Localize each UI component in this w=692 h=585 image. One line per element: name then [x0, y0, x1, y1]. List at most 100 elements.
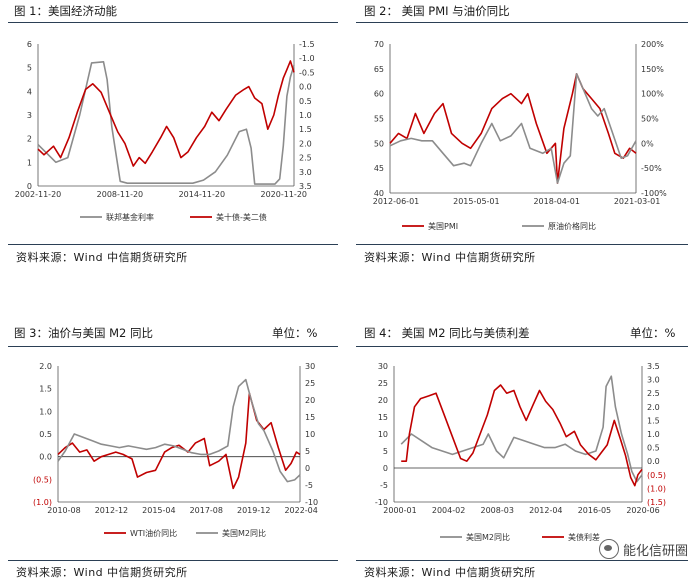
panel-title: 图 3：油价与美国 M2 同比 — [14, 326, 154, 340]
source-rule — [356, 244, 688, 245]
right-tick-label: 15 — [305, 413, 315, 422]
left-tick-label: 0.0 — [39, 453, 52, 462]
right-tick-label: 3.5 — [299, 182, 312, 191]
panel-1: 图 1：美国经济动能 0 1 2 3 4 5 6 -1.5 -1.0 -0.5 0.0 0.5 1.0 1… — [0, 0, 340, 270]
chart-4: -10 -5 0 5 10 15 20 25 30 (1.5) (1.0) (0.5) 0.0 0.5 1.… — [375, 362, 666, 542]
left-tick-label: 5 — [383, 447, 388, 456]
right-tick-label: 3.5 — [647, 362, 660, 371]
chart-2: 40 45 50 55 60 65 70 -100% -50% 0% 50% 100% 150% 200%… — [373, 40, 667, 231]
left-tick-label: 5 — [27, 64, 32, 73]
left-tick-label: 0.5 — [39, 430, 52, 439]
left-tick-label: 1.0 — [39, 407, 52, 416]
panel-2: 图 2： 美国 PMI 与油价同比 40 45 50 55 60 65 70 -100% -50… — [352, 0, 692, 270]
left-tick-label: -10 — [375, 498, 388, 507]
x-tick-label: 2014-11-20 — [179, 190, 226, 199]
x-tick-label: 2015-05-01 — [453, 197, 500, 206]
left-tick-label: 1.5 — [39, 385, 52, 394]
series-line — [389, 73, 637, 184]
legend-label: 联邦基金利率 — [106, 212, 154, 222]
legend-label: WTI油价同比 — [130, 528, 177, 538]
right-tick-label: 0.0 — [299, 83, 312, 92]
right-tick-label: -1.0 — [299, 54, 315, 63]
legend-label: 原油价格同比 — [548, 221, 596, 231]
title-rule — [8, 346, 338, 347]
left-tick-label: 45 — [374, 164, 384, 173]
right-tick-label: 200% — [641, 40, 664, 49]
left-tick-label: (1.0) — [33, 498, 52, 507]
x-tick-label: 2020-06 — [626, 506, 659, 515]
x-tick-label: 2012-06-01 — [373, 197, 420, 206]
x-tick-label: 2012-12 — [95, 506, 128, 515]
legend-label: 美十债-美二债 — [216, 212, 267, 222]
right-tick-label: 0.5 — [647, 444, 660, 453]
left-tick-label: 55 — [374, 115, 384, 124]
left-tick-label: (0.5) — [33, 475, 52, 484]
legend-label: 美国PMI — [428, 221, 458, 231]
chart-1: 0 1 2 3 4 5 6 -1.5 -1.0 -0.5 0.0 0.5 1.0 1.5 2.0 2.5 3.0… — [15, 40, 315, 222]
x-tick-label: 2020-11-20 — [261, 190, 308, 199]
title-rule — [8, 22, 338, 23]
series-line — [401, 384, 643, 487]
watermark: 能化信研圈 — [598, 539, 688, 559]
legend-label: 美债利差 — [568, 532, 600, 542]
legend-label: 美国M2同比 — [466, 532, 510, 542]
source-note: 资料来源：Wind 中信期货研究所 — [364, 566, 536, 579]
title-rule — [356, 346, 688, 347]
right-tick-label: 3.0 — [299, 168, 312, 177]
right-tick-label: 30 — [305, 362, 315, 371]
x-tick-label: 2018-04-01 — [533, 197, 580, 206]
series-line — [37, 60, 295, 167]
series-line — [400, 375, 643, 483]
right-tick-label: 1.0 — [299, 111, 312, 120]
legend-label: 美国M2同比 — [222, 528, 266, 538]
x-tick-label: 2015-04 — [142, 506, 175, 515]
source-rule — [8, 244, 338, 245]
left-tick-label: 30 — [378, 362, 388, 371]
unit-label: 单位：% — [272, 326, 318, 340]
panel-title: 图 1：美国经济动能 — [14, 4, 117, 18]
left-tick-label: 15 — [378, 413, 388, 422]
right-tick-label: 1.5 — [647, 416, 660, 425]
x-tick-label: 2010-08 — [47, 506, 80, 515]
panel-3: 图 3：油价与美国 M2 同比 单位：% (1.0) (0.5) 0.0 0.5 1.0… — [0, 318, 340, 585]
right-tick-label: 50% — [641, 115, 659, 124]
x-tick-label: 2008-03 — [480, 506, 513, 515]
right-tick-label: 0 — [305, 464, 310, 473]
right-tick-label: 150% — [641, 65, 664, 74]
watermark-text: 能化信研圈 — [622, 543, 688, 559]
left-tick-label: 70 — [374, 40, 384, 49]
panel-title: 图 2： 美国 PMI 与油价同比 — [364, 4, 510, 18]
left-tick-label: 50 — [374, 139, 384, 148]
right-tick-label: (1.5) — [647, 498, 666, 507]
right-tick-label: 0% — [641, 139, 654, 148]
right-tick-label: 2.5 — [299, 154, 312, 163]
right-tick-label: 20 — [305, 396, 315, 405]
source-note: 资料来源：Wind 中信期货研究所 — [16, 251, 188, 264]
title-rule — [356, 22, 688, 23]
series-line — [389, 73, 637, 184]
chart-3: (1.0) (0.5) 0.0 0.5 1.0 1.5 2.0 -10 -5 0 5 10 15 20 25… — [33, 362, 318, 538]
left-tick-label: 20 — [378, 396, 388, 405]
right-tick-label: 0.5 — [299, 97, 312, 106]
left-tick-label: 60 — [374, 90, 384, 99]
right-tick-label: (0.5) — [647, 471, 666, 480]
right-tick-label: -10 — [305, 498, 318, 507]
right-tick-label: 10 — [305, 430, 315, 439]
left-tick-label: 4 — [27, 87, 32, 96]
right-tick-label: (1.0) — [647, 484, 666, 493]
right-tick-label: 25 — [305, 379, 315, 388]
left-tick-label: 25 — [378, 379, 388, 388]
right-tick-label: 100% — [641, 90, 664, 99]
wechat-icon — [598, 539, 619, 559]
right-tick-label: -5 — [305, 481, 313, 490]
panel-4: 图 4： 美国 M2 同比与美债利差 单位：% -10 -5 0 5 10 15 20 25 3… — [352, 318, 692, 585]
right-tick-label: -50% — [641, 164, 662, 173]
left-tick-label: -5 — [380, 481, 388, 490]
source-rule — [356, 560, 688, 561]
right-tick-label: 3.0 — [647, 376, 660, 385]
series-line — [37, 61, 295, 185]
x-tick-label: 2000-01 — [383, 506, 416, 515]
left-tick-label: 0 — [27, 182, 32, 191]
right-tick-label: -0.5 — [299, 68, 315, 77]
right-tick-label: 0.0 — [647, 457, 660, 466]
